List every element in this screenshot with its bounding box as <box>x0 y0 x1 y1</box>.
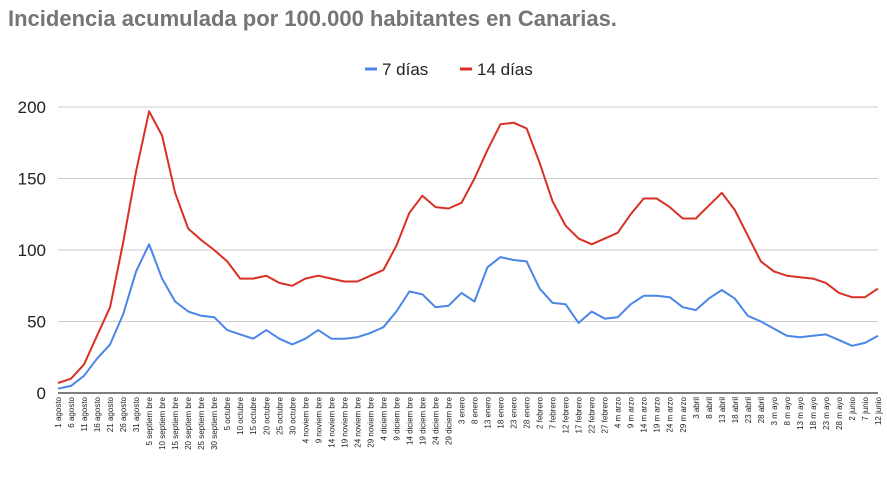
y-tick-label-100: 100 <box>18 241 46 260</box>
x-tick-label: 24 noviem bre <box>353 396 362 447</box>
x-tick-label: 8 enero <box>471 396 480 424</box>
x-tick-label: 30 octubre <box>288 396 297 434</box>
x-tick-label: 1 agosto <box>54 396 63 427</box>
x-tick-label: 16 agosto <box>93 396 102 432</box>
x-tick-label: 20 octubre <box>262 396 271 434</box>
x-tick-label: 20 septiem bre <box>184 396 193 449</box>
grid-lines <box>58 106 878 322</box>
x-tick-label: 13 abril <box>718 397 727 423</box>
x-tick-label: 24 diciem bre <box>431 396 440 445</box>
x-tick-label: 29 m arzo <box>679 396 688 432</box>
x-tick-label: 18 m ayo <box>809 396 818 429</box>
x-tick-label: 18 enero <box>497 396 506 428</box>
x-tick-label: 14 noviem bre <box>327 396 336 447</box>
x-tick-label: 2 junio <box>848 396 857 420</box>
x-tick-label: 13 enero <box>484 396 493 428</box>
x-tick-label: 29 noviem bre <box>366 396 375 447</box>
x-tick-label: 25 octubre <box>275 396 284 434</box>
x-tick-label: 28 enero <box>523 396 532 428</box>
x-tick-label: 14 m arzo <box>640 396 649 432</box>
x-tick-label: 4 m arzo <box>614 396 623 428</box>
x-tick-label: 6 agosto <box>67 396 76 427</box>
x-tick-label: 21 agosto <box>106 396 115 432</box>
y-tick-label-200: 200 <box>18 98 46 117</box>
x-tick-label: 23 m ayo <box>822 396 831 429</box>
y-tick-label-50: 50 <box>27 313 46 332</box>
x-tick-label: 3 abril <box>692 397 701 419</box>
x-tick-label: 12 febrero <box>562 396 571 433</box>
x-tick-label: 7 junio <box>861 396 870 420</box>
x-tick-label: 10 octubre <box>236 396 245 434</box>
x-tick-label: 12 junio <box>874 396 883 425</box>
x-tick-label: 5 octubre <box>223 396 232 430</box>
x-tick-label: 22 febrero <box>588 396 597 433</box>
x-tick-label: 18 abril <box>731 397 740 423</box>
x-tick-label: 9 m arzo <box>627 396 636 428</box>
series-line-seven-day <box>57 243 879 390</box>
x-tick-label: 23 enero <box>510 396 519 428</box>
x-tick-label: 19 noviem bre <box>340 396 349 447</box>
x-tick-label: 8 abril <box>705 397 714 419</box>
x-tick-label: 4 diciem bre <box>379 396 388 440</box>
x-tick-label: 14 diciem bre <box>405 396 414 445</box>
x-tick-label: 27 febrero <box>601 396 610 433</box>
x-tick-label: 3 enero <box>457 396 466 424</box>
x-tick-label: 4 noviem bre <box>301 396 310 443</box>
x-tick-label: 25 septiem bre <box>197 396 206 449</box>
series-lines <box>57 110 879 390</box>
x-tick-label: 28 abril <box>757 397 766 423</box>
x-tick-label: 29 diciem bre <box>444 396 453 445</box>
x-tick-label: 11 agosto <box>80 396 89 431</box>
x-tick-label: 23 abril <box>744 397 753 423</box>
x-tick-label: 13 m ayo <box>796 396 805 429</box>
y-tick-label-0: 0 <box>37 384 46 403</box>
legend: 7 días 14 días <box>365 60 533 79</box>
x-tick-label: 19 m arzo <box>653 396 662 432</box>
x-tick-label: 9 noviem bre <box>314 396 323 443</box>
x-tick-label: 15 septiem bre <box>171 396 180 449</box>
x-tick-label: 31 agosto <box>132 396 141 432</box>
x-tick-label: 2 febrero <box>536 396 545 429</box>
x-tick-label: 28 m ayo <box>835 396 844 429</box>
legend-label-fourteen-day: 14 días <box>477 60 533 79</box>
x-tick-label: 3 m ayo <box>770 396 779 425</box>
x-tick-label: 15 octubre <box>249 396 258 434</box>
y-axis-ticks: 0 50 100 150 200 <box>18 98 46 403</box>
x-tick-label: 9 diciem bre <box>392 396 401 440</box>
x-tick-label: 26 agosto <box>119 396 128 432</box>
x-axis-ticks: 1 agosto 6 agosto 11 agosto 16 agosto 21 ago… <box>54 396 883 449</box>
series-line-fourteen-day <box>57 110 879 384</box>
x-tick-label: 30 septiem bre <box>210 396 219 449</box>
x-tick-label: 19 diciem bre <box>418 396 427 445</box>
x-tick-label: 24 m arzo <box>666 396 675 432</box>
x-tick-label: 7 febrero <box>549 396 558 429</box>
x-tick-label: 8 m ayo <box>783 396 792 425</box>
x-tick-label: 5 septiem bre <box>145 396 154 445</box>
chart-title: Incidencia acumulada por 100.000 habitan… <box>8 6 617 31</box>
legend-label-seven-day: 7 días <box>382 60 428 79</box>
x-tick-label: 10 septiem bre <box>158 396 167 449</box>
x-tick-label: 17 febrero <box>575 396 584 433</box>
y-tick-label-150: 150 <box>18 170 46 189</box>
